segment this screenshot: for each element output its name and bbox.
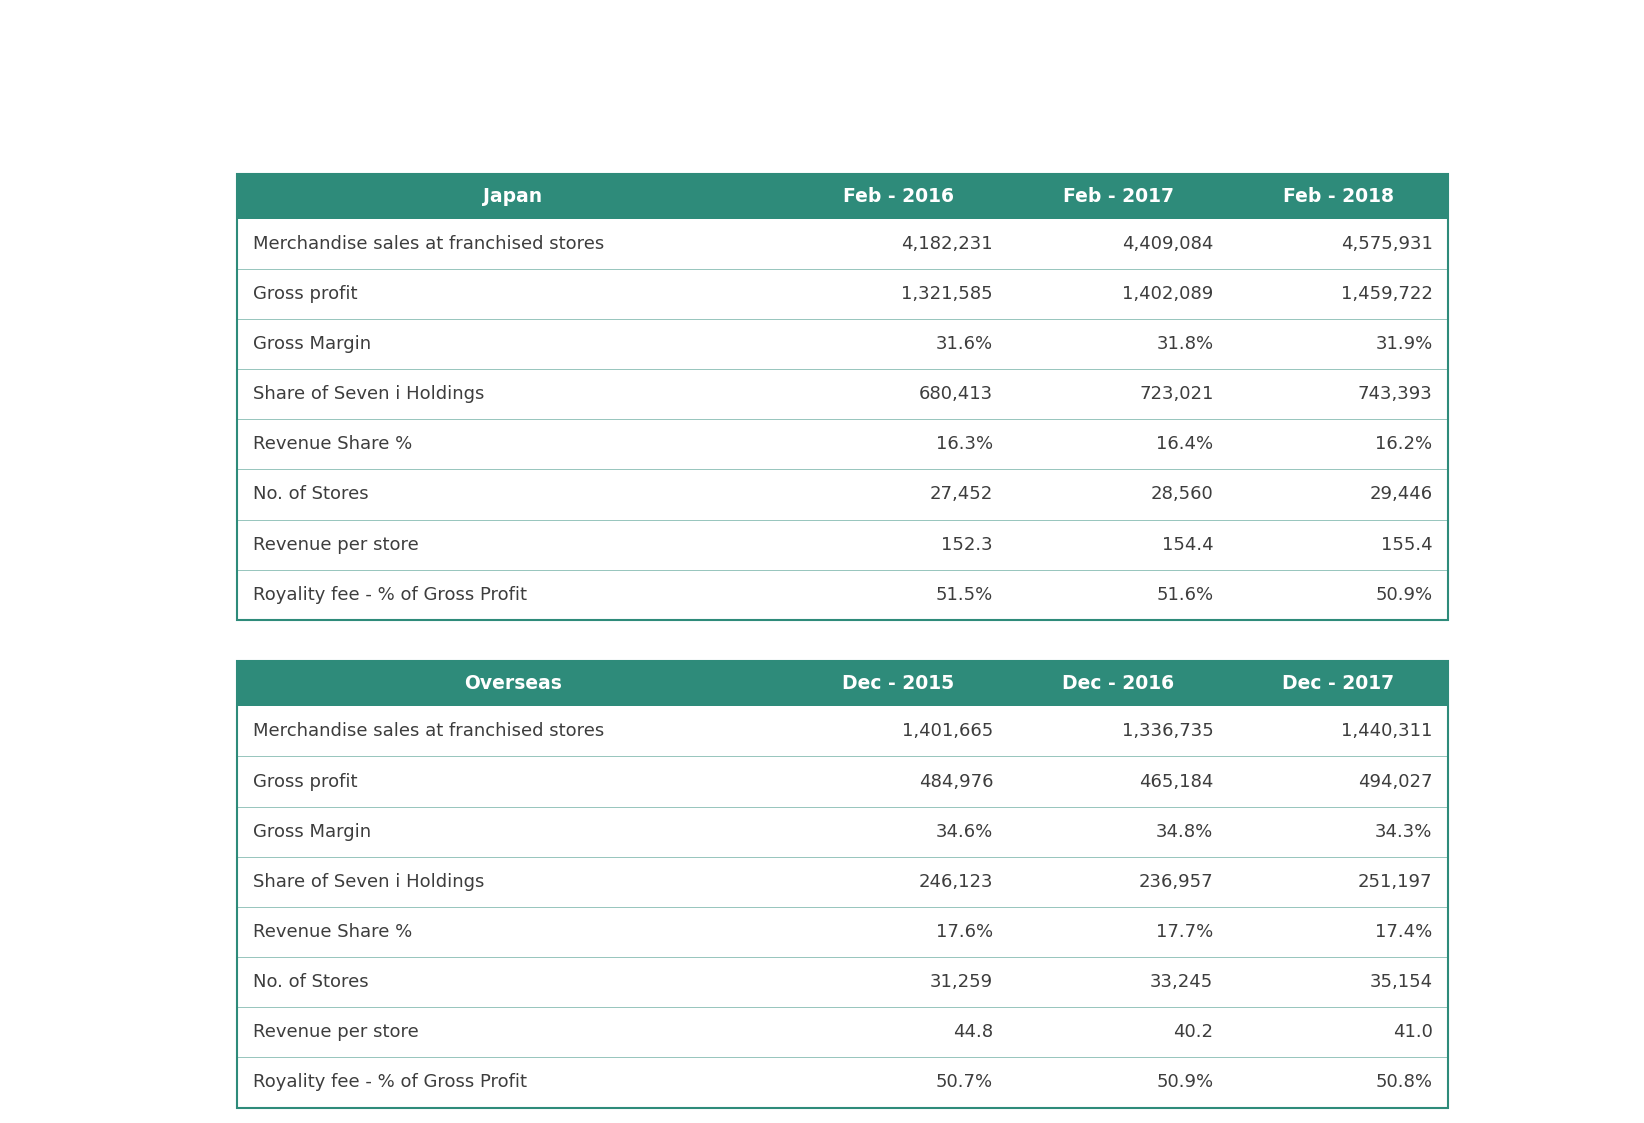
Text: 1,440,311: 1,440,311 <box>1342 722 1432 740</box>
Text: Share of Seven i Holdings: Share of Seven i Holdings <box>253 385 483 403</box>
Text: Japan: Japan <box>483 186 543 206</box>
Text: 4,182,231: 4,182,231 <box>901 235 993 253</box>
Text: 155.4: 155.4 <box>1381 536 1432 554</box>
Text: 1,401,665: 1,401,665 <box>903 722 993 740</box>
Text: 31.9%: 31.9% <box>1376 335 1432 353</box>
Text: 1,336,735: 1,336,735 <box>1121 722 1213 740</box>
Text: 51.5%: 51.5% <box>935 586 993 604</box>
Text: Dec - 2017: Dec - 2017 <box>1282 674 1394 693</box>
Text: 33,245: 33,245 <box>1151 974 1213 992</box>
Text: 34.3%: 34.3% <box>1374 823 1432 841</box>
Text: Gross profit: Gross profit <box>253 773 357 791</box>
Text: 31.8%: 31.8% <box>1156 335 1213 353</box>
Text: No. of Stores: No. of Stores <box>253 485 368 503</box>
Text: 34.6%: 34.6% <box>935 823 993 841</box>
Text: 154.4: 154.4 <box>1162 536 1213 554</box>
Text: Share of Seven i Holdings: Share of Seven i Holdings <box>253 873 483 891</box>
Text: 743,393: 743,393 <box>1358 385 1432 403</box>
Text: Revenue Share %: Revenue Share % <box>253 436 413 454</box>
Text: 1,321,585: 1,321,585 <box>901 285 993 303</box>
Text: 40.2: 40.2 <box>1174 1023 1213 1041</box>
Text: 31,259: 31,259 <box>931 974 993 992</box>
Text: 152.3: 152.3 <box>942 536 993 554</box>
Text: Royality fee - % of Gross Profit: Royality fee - % of Gross Profit <box>253 586 526 604</box>
Text: 17.7%: 17.7% <box>1156 923 1213 941</box>
Text: Gross Margin: Gross Margin <box>253 335 372 353</box>
Text: 50.7%: 50.7% <box>935 1074 993 1092</box>
Text: Dec - 2015: Dec - 2015 <box>842 674 954 693</box>
Text: 35,154: 35,154 <box>1369 974 1432 992</box>
Text: 16.3%: 16.3% <box>935 436 993 454</box>
Text: Gross profit: Gross profit <box>253 285 357 303</box>
Text: No. of Stores: No. of Stores <box>253 974 368 992</box>
Text: Feb - 2017: Feb - 2017 <box>1064 186 1174 206</box>
Text: 484,976: 484,976 <box>919 773 993 791</box>
Bar <box>237 661 1448 1107</box>
Text: 50.9%: 50.9% <box>1156 1074 1213 1092</box>
Text: 494,027: 494,027 <box>1358 773 1432 791</box>
Text: 50.8%: 50.8% <box>1376 1074 1432 1092</box>
Text: Revenue Share %: Revenue Share % <box>253 923 413 941</box>
Bar <box>237 174 1448 219</box>
Text: 236,957: 236,957 <box>1139 873 1213 891</box>
Text: 723,021: 723,021 <box>1139 385 1213 403</box>
Text: Dec - 2016: Dec - 2016 <box>1062 674 1174 693</box>
Text: 17.6%: 17.6% <box>935 923 993 941</box>
Text: 1,402,089: 1,402,089 <box>1123 285 1213 303</box>
Text: 246,123: 246,123 <box>919 873 993 891</box>
Text: Gross Margin: Gross Margin <box>253 823 372 841</box>
Text: 41.0: 41.0 <box>1392 1023 1432 1041</box>
Text: 465,184: 465,184 <box>1139 773 1213 791</box>
Text: Feb - 2016: Feb - 2016 <box>843 186 954 206</box>
Text: 34.8%: 34.8% <box>1156 823 1213 841</box>
Text: Revenue per store: Revenue per store <box>253 1023 418 1041</box>
Text: 44.8: 44.8 <box>954 1023 993 1041</box>
Text: Revenue per store: Revenue per store <box>253 536 418 554</box>
Bar <box>237 706 1448 1107</box>
Text: 251,197: 251,197 <box>1358 873 1432 891</box>
Text: 29,446: 29,446 <box>1369 485 1432 503</box>
Text: 17.4%: 17.4% <box>1376 923 1432 941</box>
Text: 16.2%: 16.2% <box>1376 436 1432 454</box>
Text: 1,459,722: 1,459,722 <box>1340 285 1432 303</box>
Text: 31.6%: 31.6% <box>935 335 993 353</box>
Text: Merchandise sales at franchised stores: Merchandise sales at franchised stores <box>253 722 603 740</box>
Text: 27,452: 27,452 <box>931 485 993 503</box>
Text: Overseas: Overseas <box>464 674 562 693</box>
Text: Royality fee - % of Gross Profit: Royality fee - % of Gross Profit <box>253 1074 526 1092</box>
Text: 4,409,084: 4,409,084 <box>1121 235 1213 253</box>
Text: Feb - 2018: Feb - 2018 <box>1282 186 1394 206</box>
Text: 16.4%: 16.4% <box>1156 436 1213 454</box>
Text: 4,575,931: 4,575,931 <box>1340 235 1432 253</box>
Bar <box>237 661 1448 706</box>
Text: 28,560: 28,560 <box>1151 485 1213 503</box>
Bar <box>237 219 1448 620</box>
Bar <box>237 174 1448 620</box>
Text: 51.6%: 51.6% <box>1156 586 1213 604</box>
Text: 50.9%: 50.9% <box>1376 586 1432 604</box>
Text: 680,413: 680,413 <box>919 385 993 403</box>
Text: Merchandise sales at franchised stores: Merchandise sales at franchised stores <box>253 235 603 253</box>
